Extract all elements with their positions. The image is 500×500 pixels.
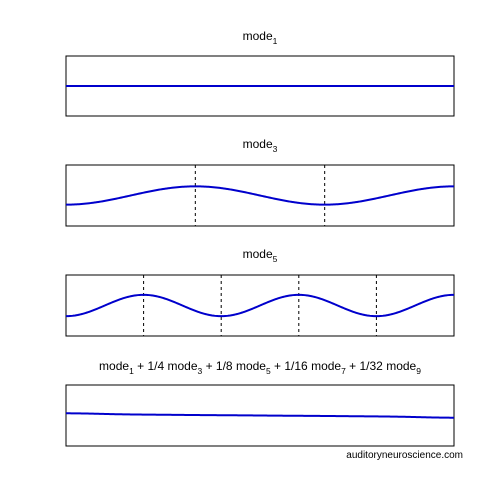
panel-1: mode1​ xyxy=(65,29,455,117)
credit-text: auditoryneuroscience.com xyxy=(346,450,463,461)
panel-1-title: mode1​ xyxy=(243,29,278,46)
panel-4-axes xyxy=(65,384,455,447)
panel-3-axes xyxy=(65,274,455,337)
panel-4-curve xyxy=(66,412,454,419)
panel-2-title: mode3​ xyxy=(243,137,278,154)
panel-3: mode5​ xyxy=(65,247,455,337)
panel-2: mode3​ xyxy=(65,137,455,227)
panel-3-curve xyxy=(65,293,455,318)
panel-4-title: mode1​ + 1/4 mode3​ + 1/8 mode5​ + 1/16 … xyxy=(99,359,421,376)
panel-2-axes xyxy=(65,164,455,227)
panel-4: mode1​ + 1/4 mode3​ + 1/8 mode5​ + 1/16 … xyxy=(65,359,455,447)
panel-3-title: mode5​ xyxy=(243,247,278,264)
panel-2-curve xyxy=(66,185,454,206)
